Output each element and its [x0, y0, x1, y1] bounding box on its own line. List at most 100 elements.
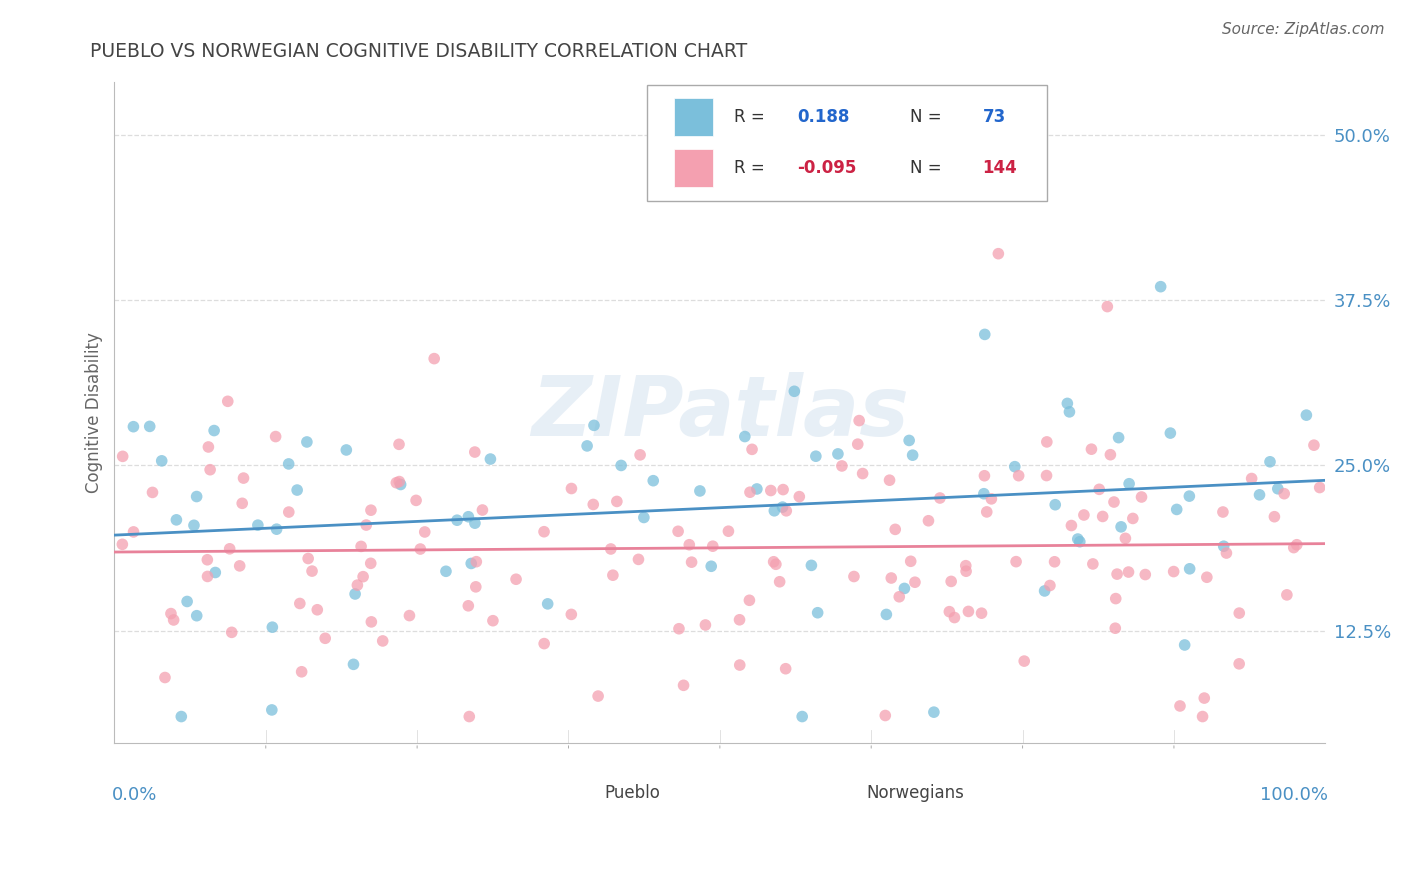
Text: -0.095: -0.095: [797, 159, 856, 177]
Point: [1195, 570, 1218, 584]
Point: [762, 555, 785, 569]
Point: [922, 705, 945, 719]
Point: [111, 450, 134, 464]
Point: [457, 509, 479, 524]
Point: [1005, 555, 1028, 569]
Point: [728, 658, 751, 673]
Point: [138, 419, 160, 434]
Point: [759, 483, 782, 498]
Point: [409, 542, 432, 557]
Point: [831, 458, 853, 473]
Point: [464, 580, 486, 594]
Point: [1191, 709, 1213, 723]
Point: [1008, 468, 1031, 483]
Point: [479, 452, 502, 467]
Text: Source: ZipAtlas.com: Source: ZipAtlas.com: [1222, 22, 1385, 37]
Point: [160, 607, 183, 621]
Point: [681, 555, 703, 569]
Point: [602, 568, 624, 582]
Point: [162, 613, 184, 627]
Point: [1081, 557, 1104, 571]
Point: [1295, 408, 1317, 422]
Point: [1275, 588, 1298, 602]
Point: [388, 437, 411, 451]
Point: [204, 566, 226, 580]
Point: [246, 518, 269, 533]
Point: [848, 414, 870, 428]
Point: [505, 572, 527, 586]
Point: [398, 608, 420, 623]
Point: [458, 709, 481, 723]
Point: [672, 180, 695, 194]
Point: [1080, 442, 1102, 457]
Point: [973, 486, 995, 500]
Point: [1043, 555, 1066, 569]
Point: [1263, 509, 1285, 524]
FancyBboxPatch shape: [673, 149, 713, 187]
Point: [195, 553, 218, 567]
Point: [1272, 486, 1295, 500]
Point: [1178, 562, 1201, 576]
Text: N =: N =: [910, 108, 942, 126]
Point: [1045, 498, 1067, 512]
Y-axis label: Cognitive Disability: Cognitive Disability: [86, 332, 103, 492]
Point: [297, 551, 319, 566]
Point: [260, 703, 283, 717]
Point: [1099, 448, 1122, 462]
Point: [446, 513, 468, 527]
Point: [218, 541, 240, 556]
Point: [122, 419, 145, 434]
Point: [576, 439, 599, 453]
Point: [360, 557, 382, 571]
Text: 0.188: 0.188: [797, 108, 849, 126]
Text: 73: 73: [983, 108, 1005, 126]
Point: [335, 442, 357, 457]
Point: [889, 590, 911, 604]
Text: R =: R =: [734, 108, 765, 126]
Point: [582, 498, 605, 512]
Point: [741, 442, 763, 457]
Point: [1267, 482, 1289, 496]
Point: [228, 558, 250, 573]
Point: [1102, 495, 1125, 509]
Point: [1104, 621, 1126, 635]
Point: [537, 597, 560, 611]
Point: [1135, 567, 1157, 582]
Point: [1067, 532, 1090, 546]
Point: [586, 689, 609, 703]
Point: [1130, 490, 1153, 504]
Point: [846, 437, 869, 451]
Point: [344, 587, 367, 601]
Point: [307, 603, 329, 617]
Point: [285, 483, 308, 497]
Point: [389, 477, 412, 491]
Point: [666, 524, 689, 539]
Point: [804, 449, 827, 463]
Point: [955, 564, 977, 578]
Text: R =: R =: [734, 159, 765, 177]
Point: [717, 524, 740, 539]
Point: [800, 558, 823, 573]
Point: [176, 594, 198, 608]
Point: [582, 418, 605, 433]
Point: [560, 607, 582, 622]
Point: [893, 582, 915, 596]
Point: [217, 394, 239, 409]
Point: [976, 505, 998, 519]
Point: [1073, 508, 1095, 522]
Point: [291, 665, 314, 679]
Point: [413, 524, 436, 539]
Point: [1088, 483, 1111, 497]
Point: [295, 434, 318, 449]
Point: [1215, 546, 1237, 560]
Point: [1039, 578, 1062, 592]
Point: [360, 615, 382, 629]
Point: [122, 524, 145, 539]
Point: [1033, 583, 1056, 598]
Point: [1159, 426, 1181, 441]
Point: [277, 505, 299, 519]
Point: [1227, 657, 1250, 671]
FancyBboxPatch shape: [567, 778, 593, 807]
Point: [1105, 591, 1128, 606]
Point: [352, 569, 374, 583]
